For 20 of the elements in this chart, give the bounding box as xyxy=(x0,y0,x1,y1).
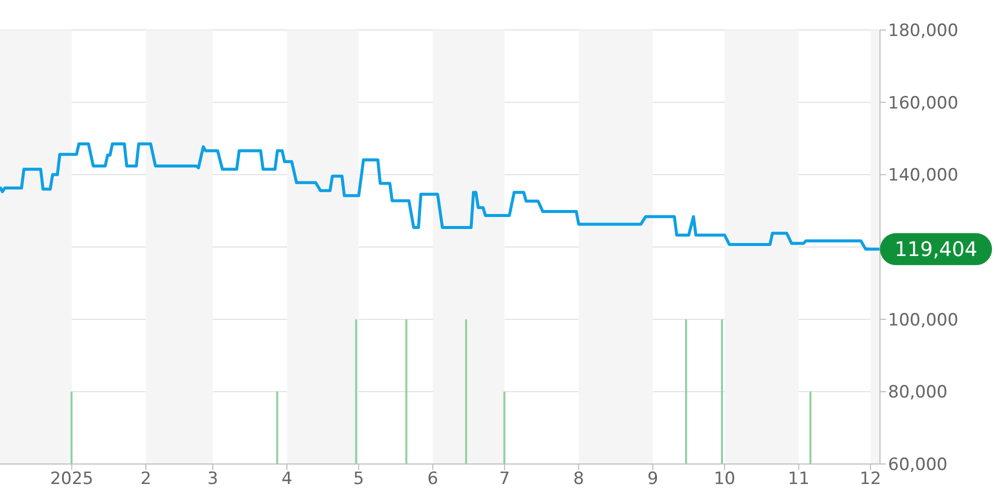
x-tick-label: 8 xyxy=(573,469,584,490)
line-series xyxy=(0,142,880,251)
y-tick-label: 80,000 xyxy=(888,382,948,403)
x-tick-label: 4 xyxy=(282,469,292,490)
y-tick-label: 160,000 xyxy=(888,93,958,114)
x-tick-label: 9 xyxy=(647,469,658,490)
annotation: 119,404 xyxy=(894,237,978,262)
x-tick-label: 6 xyxy=(427,469,438,490)
x-tick-label: 11 xyxy=(788,469,810,490)
y-tick-label: 180,000 xyxy=(888,21,958,42)
y-tick-label: 100,000 xyxy=(888,310,958,330)
x-tick-label: 5 xyxy=(353,469,364,490)
x-tick-label: 3 xyxy=(207,469,218,490)
x-tick-label: 12 xyxy=(860,469,882,490)
x-tick-label: 10 xyxy=(714,469,736,490)
x-tick-label: 7 xyxy=(499,469,510,490)
x-tick-label: 2025 xyxy=(50,469,94,490)
y-tick-label: 140,000 xyxy=(888,166,958,186)
x-tick-label: 2 xyxy=(140,469,152,490)
y-tick-label: 60,000 xyxy=(888,455,948,476)
